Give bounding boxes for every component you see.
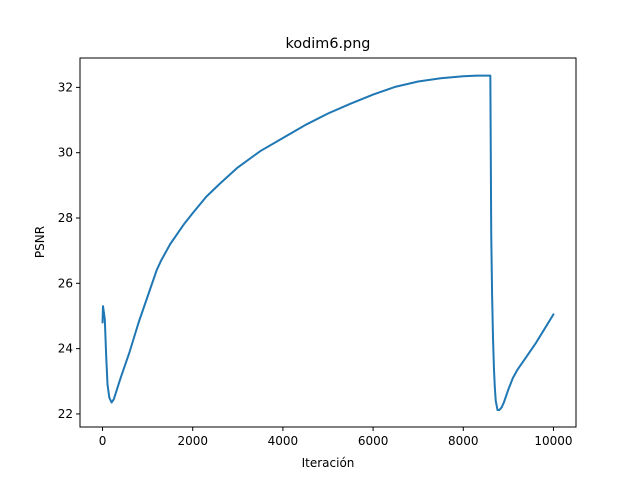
plot-area [101, 74, 555, 412]
y-tick-label: 30 [58, 146, 73, 160]
x-tick-label: 4000 [268, 434, 299, 448]
y-axis-label: PSNR [33, 226, 47, 258]
x-axis-ticks: 0 2000 4000 6000 8000 10000 [99, 427, 573, 448]
y-axis-ticks: 22 24 26 28 30 32 [58, 80, 80, 421]
y-tick-label: 32 [58, 80, 73, 94]
x-tick-label: 10000 [534, 434, 572, 448]
y-tick-label: 24 [58, 342, 73, 356]
chart-title: kodim6.png [286, 36, 371, 52]
x-tick-label: 6000 [358, 434, 389, 448]
y-tick-label: 22 [58, 407, 73, 421]
series-line-psnr [101, 74, 555, 412]
y-tick-label: 28 [58, 211, 73, 225]
axes-frame [79, 57, 577, 428]
x-tick-label: 2000 [177, 434, 208, 448]
y-tick-label: 26 [58, 276, 73, 290]
x-tick-label: 0 [99, 434, 107, 448]
x-tick-label: 8000 [448, 434, 479, 448]
x-axis-label: Iteración [302, 456, 355, 470]
